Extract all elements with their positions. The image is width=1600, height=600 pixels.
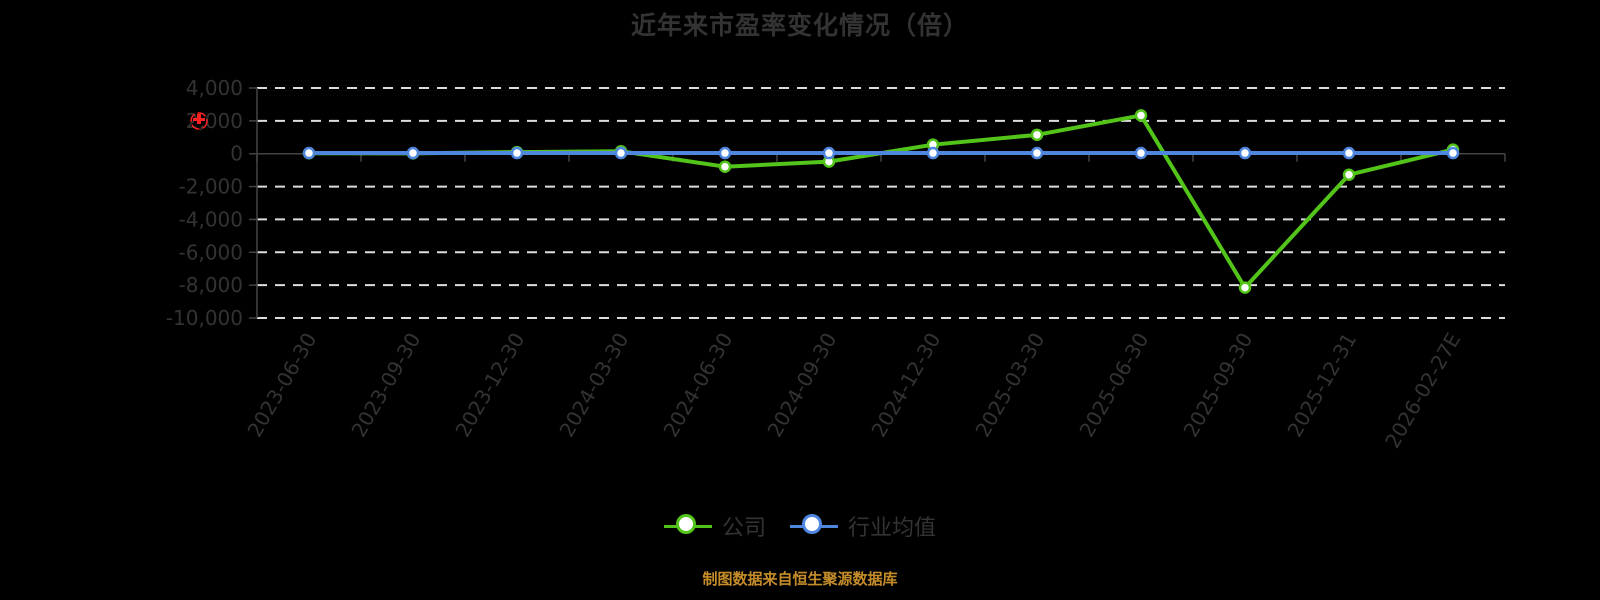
company-data-point[interactable] (1238, 281, 1252, 294)
y-tick-label: -8,000 (179, 273, 243, 297)
x-tick-label: 2025-06-30 (1074, 329, 1153, 442)
company-data-point[interactable] (1342, 168, 1356, 181)
x-axis: 2023-06-30 2023-09-30 2023-12-30 2024-03-30… (242, 152, 1506, 453)
industry-data-point[interactable] (406, 146, 420, 160)
y-tick-label: -6,000 (179, 240, 243, 264)
industry-data-point[interactable] (614, 146, 628, 160)
industry-data-point[interactable] (1030, 146, 1044, 160)
y-tick-label: -4,000 (179, 207, 243, 231)
x-tick-label: 2023-09-30 (346, 329, 425, 442)
x-tick-label: 2024-06-30 (658, 329, 737, 442)
x-tick-label: 2024-09-30 (762, 329, 841, 442)
company-data-point[interactable] (1030, 128, 1044, 142)
y-tick-label: -2,000 (179, 175, 243, 199)
industry-data-point[interactable] (926, 146, 940, 160)
chart-title: 近年来市盈率变化情况（倍） (630, 11, 969, 40)
y-axis: 4,0002,0000-2,000-4,000-6,000-8,000-10,0… (166, 76, 258, 330)
industry-data-point[interactable] (1446, 146, 1460, 160)
industry-data-point[interactable] (822, 146, 836, 160)
data-source-note: 制图数据来自恒生聚源数据库 (702, 570, 898, 588)
series-lines (302, 109, 1460, 294)
legend: 公司 行业均值 (0, 510, 1600, 542)
y-tick-label: -10,000 (166, 306, 243, 330)
company-data-point[interactable] (718, 160, 732, 173)
company-line (308, 113, 1454, 290)
x-tick-label: 2023-06-30 (242, 329, 321, 442)
company-marker-icon (663, 514, 712, 538)
x-tick-label: 2025-12-31 (1282, 329, 1361, 442)
x-tick-label: 2024-03-30 (554, 329, 633, 442)
industry-data-point[interactable] (1342, 146, 1356, 160)
industry-data-point[interactable] (1238, 146, 1252, 160)
x-tick-label: 2025-03-30 (970, 329, 1049, 442)
chart-plot-area: 4,0002,0000-2,000-4,000-6,000-8,000-10,0… (166, 76, 1506, 453)
industry-data-point[interactable] (510, 146, 524, 160)
legend-label-company: 公司 (721, 516, 766, 541)
legend-item-company[interactable]: 公司 (663, 510, 766, 542)
industry-data-point[interactable] (302, 146, 316, 160)
legend-label-industry-average: 行业均值 (848, 516, 937, 541)
x-tick-label: 2023-12-30 (450, 329, 529, 442)
industry-data-point[interactable] (718, 146, 732, 160)
x-tick-label: 2026-02-27E (1380, 329, 1465, 453)
company-data-point[interactable] (1134, 109, 1148, 122)
x-tick-label: 2025-09-30 (1178, 329, 1257, 442)
alert-icon (190, 112, 208, 130)
y-tick-label: 4,000 (186, 76, 243, 100)
y-tick-label: 0 (230, 142, 243, 166)
x-tick-label: 2024-12-30 (866, 329, 945, 442)
industry-data-point[interactable] (1134, 146, 1148, 160)
legend-item-industry-average[interactable]: 行业均值 (790, 510, 936, 542)
industry-marker-icon (790, 514, 838, 538)
grid-lines (257, 87, 1505, 319)
